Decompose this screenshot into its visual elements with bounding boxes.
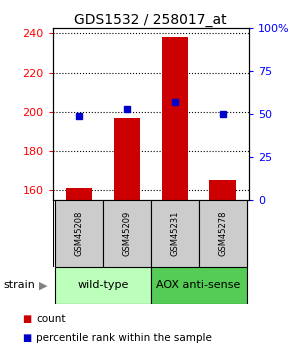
Text: ▶: ▶ bbox=[39, 280, 48, 290]
Bar bbox=[209, 180, 236, 200]
FancyBboxPatch shape bbox=[55, 267, 151, 304]
FancyBboxPatch shape bbox=[103, 200, 151, 267]
Bar bbox=[114, 118, 140, 200]
Text: wild-type: wild-type bbox=[77, 280, 128, 290]
Text: ■: ■ bbox=[22, 314, 32, 324]
Text: GSM45208: GSM45208 bbox=[74, 211, 83, 256]
Text: GSM45231: GSM45231 bbox=[170, 211, 179, 256]
Text: count: count bbox=[36, 314, 65, 324]
FancyBboxPatch shape bbox=[52, 200, 249, 267]
Text: GSM45209: GSM45209 bbox=[122, 211, 131, 256]
Text: GSM45278: GSM45278 bbox=[218, 211, 227, 256]
Bar bbox=[161, 37, 188, 200]
Text: strain: strain bbox=[3, 280, 35, 290]
FancyBboxPatch shape bbox=[151, 200, 199, 267]
FancyBboxPatch shape bbox=[55, 200, 103, 267]
FancyBboxPatch shape bbox=[199, 200, 247, 267]
Title: GDS1532 / 258017_at: GDS1532 / 258017_at bbox=[74, 12, 227, 27]
Text: percentile rank within the sample: percentile rank within the sample bbox=[36, 333, 212, 343]
Bar bbox=[66, 188, 92, 200]
Text: AOX anti-sense: AOX anti-sense bbox=[157, 280, 241, 290]
Text: ■: ■ bbox=[22, 333, 32, 343]
FancyBboxPatch shape bbox=[151, 267, 247, 304]
